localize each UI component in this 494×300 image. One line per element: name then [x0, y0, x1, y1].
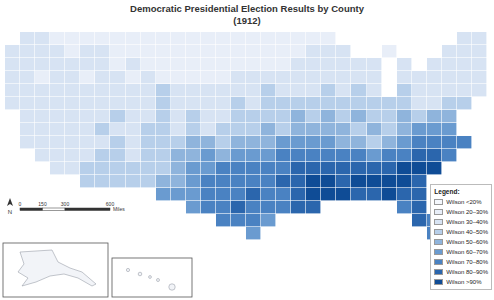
html-text:Wilson 20–30%: Wilson 20–30% [446, 209, 488, 215]
svg-text:Miles: Miles [113, 206, 125, 212]
svg-text:Democratic Presidential Electi: Democratic Presidential Election Results… [130, 3, 365, 26]
html-text:Wilson >90%: Wilson >90% [446, 279, 482, 285]
svg-text:150: 150 [38, 201, 47, 207]
html-text:Wilson 30–40%: Wilson 30–40% [446, 219, 488, 225]
svg-text:600: 600 [106, 201, 115, 207]
html-text:Wilson 60–70%: Wilson 60–70% [446, 249, 488, 255]
html-text:Wilson 70–80%: Wilson 70–80% [446, 259, 488, 265]
html-text:Wilson <20%: Wilson <20% [446, 199, 482, 205]
html-text:Legend:: Legend: [434, 188, 460, 195]
svg-text:300: 300 [61, 201, 70, 207]
html-text:Wilson 50–60%: Wilson 50–60% [446, 239, 488, 245]
svg-text:N: N [8, 209, 12, 215]
html-text:Wilson 80–90%: Wilson 80–90% [446, 269, 488, 275]
html-text:Wilson 40–50%: Wilson 40–50% [446, 229, 488, 235]
svg-text:0: 0 [19, 201, 22, 207]
